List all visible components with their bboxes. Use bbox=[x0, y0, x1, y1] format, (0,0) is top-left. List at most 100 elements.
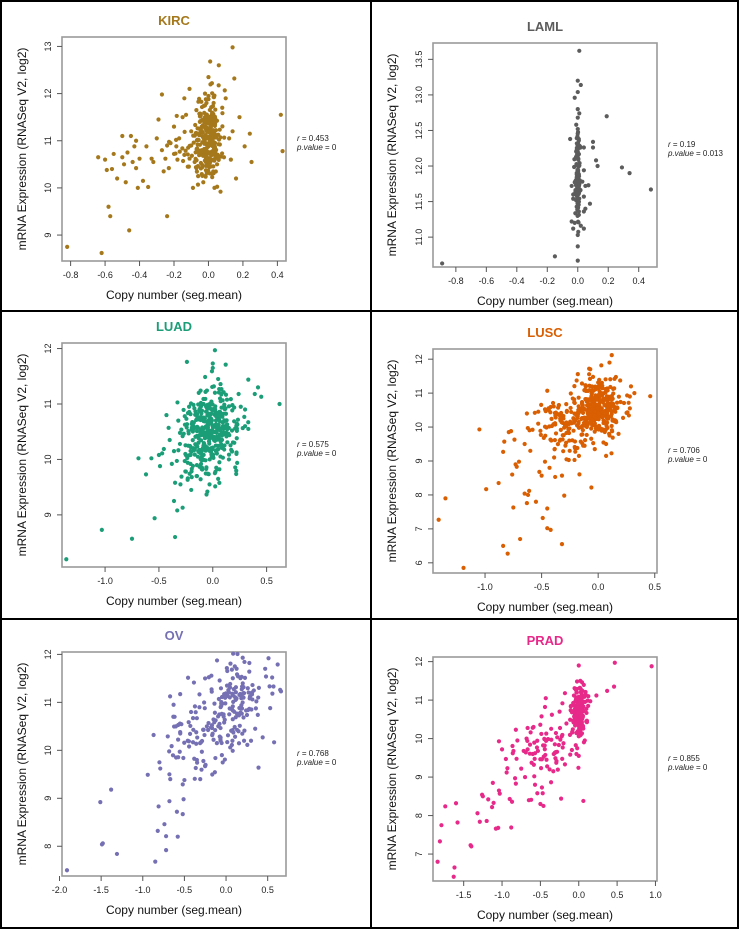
data-point bbox=[571, 196, 576, 201]
data-point bbox=[600, 383, 605, 388]
data-point bbox=[194, 757, 199, 763]
data-point bbox=[505, 766, 510, 771]
data-point bbox=[231, 730, 236, 735]
data-point bbox=[209, 687, 214, 692]
data-point bbox=[572, 95, 577, 100]
data-point bbox=[574, 149, 579, 154]
data-point bbox=[575, 131, 580, 136]
data-point bbox=[187, 156, 192, 161]
data-point bbox=[590, 374, 596, 379]
data-point bbox=[177, 441, 183, 447]
data-point bbox=[206, 720, 211, 726]
y-tick-label: 11 bbox=[43, 698, 53, 707]
data-point bbox=[575, 705, 580, 710]
data-point bbox=[191, 427, 196, 432]
data-point bbox=[552, 742, 557, 747]
data-point bbox=[455, 820, 460, 825]
data-point bbox=[591, 403, 596, 408]
y-tick-label: 12 bbox=[43, 344, 53, 354]
data-points bbox=[64, 651, 284, 873]
data-point bbox=[271, 684, 276, 689]
data-point bbox=[628, 384, 634, 389]
data-point bbox=[203, 97, 208, 102]
data-point bbox=[536, 421, 541, 426]
data-point bbox=[572, 384, 577, 389]
data-point bbox=[581, 420, 587, 426]
data-point bbox=[618, 378, 623, 383]
data-point bbox=[612, 376, 617, 381]
data-point bbox=[248, 738, 254, 743]
data-point bbox=[480, 794, 485, 799]
data-point bbox=[569, 183, 574, 189]
data-point bbox=[204, 159, 209, 165]
data-point bbox=[538, 801, 543, 807]
y-tick-label: 11.5 bbox=[414, 193, 424, 210]
data-point bbox=[197, 408, 202, 414]
data-point bbox=[490, 780, 495, 785]
data-point bbox=[588, 699, 593, 704]
data-point bbox=[510, 751, 515, 756]
data-point bbox=[188, 401, 194, 406]
data-point bbox=[566, 457, 571, 463]
data-point bbox=[199, 767, 204, 772]
data-point bbox=[128, 133, 134, 139]
data-point bbox=[207, 457, 212, 462]
data-point bbox=[528, 448, 533, 453]
data-point bbox=[591, 441, 596, 446]
y-axis-label: mRNA Expression (RNASeq V2, log2) bbox=[15, 354, 29, 557]
data-point bbox=[203, 448, 208, 453]
data-point bbox=[133, 138, 139, 143]
data-point bbox=[596, 380, 601, 385]
data-point bbox=[198, 160, 203, 166]
x-tick-label: 1.0 bbox=[649, 890, 662, 900]
data-point bbox=[115, 176, 120, 181]
data-point bbox=[187, 86, 192, 91]
data-point bbox=[580, 179, 585, 184]
data-point bbox=[604, 394, 609, 399]
data-point bbox=[214, 162, 220, 167]
data-point bbox=[203, 174, 208, 179]
data-point bbox=[539, 714, 544, 719]
data-point bbox=[576, 663, 581, 668]
data-point bbox=[535, 748, 541, 754]
data-point bbox=[211, 147, 217, 152]
data-point bbox=[522, 774, 528, 780]
data-point bbox=[229, 667, 235, 672]
data-point bbox=[198, 152, 203, 157]
y-tick-label: 9 bbox=[43, 233, 53, 238]
data-point bbox=[229, 428, 235, 433]
data-point bbox=[571, 226, 576, 231]
data-point bbox=[577, 111, 582, 116]
data-point bbox=[224, 665, 229, 671]
data-point bbox=[180, 434, 185, 439]
data-point bbox=[214, 430, 219, 435]
data-point bbox=[235, 651, 240, 657]
data-point bbox=[228, 681, 233, 687]
data-point bbox=[610, 401, 615, 406]
data-point bbox=[580, 428, 585, 433]
p-value-annotation: p.value = 0.013 bbox=[667, 149, 723, 158]
data-point bbox=[199, 99, 204, 104]
data-point bbox=[596, 411, 601, 416]
data-point bbox=[242, 424, 248, 429]
data-point bbox=[192, 406, 197, 411]
x-tick-label: 0.0 bbox=[207, 576, 220, 586]
data-point bbox=[211, 452, 216, 457]
data-point bbox=[551, 422, 556, 427]
correlation-annotation: r = 0.575 bbox=[297, 440, 329, 449]
data-point bbox=[233, 176, 239, 181]
data-point bbox=[254, 699, 259, 704]
data-point bbox=[228, 397, 233, 402]
data-point bbox=[241, 691, 246, 696]
data-point bbox=[559, 796, 564, 801]
y-tick-label: 10 bbox=[414, 422, 424, 432]
data-point bbox=[171, 449, 177, 454]
data-point bbox=[275, 662, 280, 667]
data-point bbox=[109, 166, 115, 172]
data-point bbox=[510, 743, 515, 749]
data-point bbox=[568, 391, 573, 396]
data-point bbox=[175, 508, 180, 513]
data-point bbox=[217, 127, 222, 132]
data-point bbox=[194, 417, 199, 422]
data-point bbox=[230, 738, 235, 743]
